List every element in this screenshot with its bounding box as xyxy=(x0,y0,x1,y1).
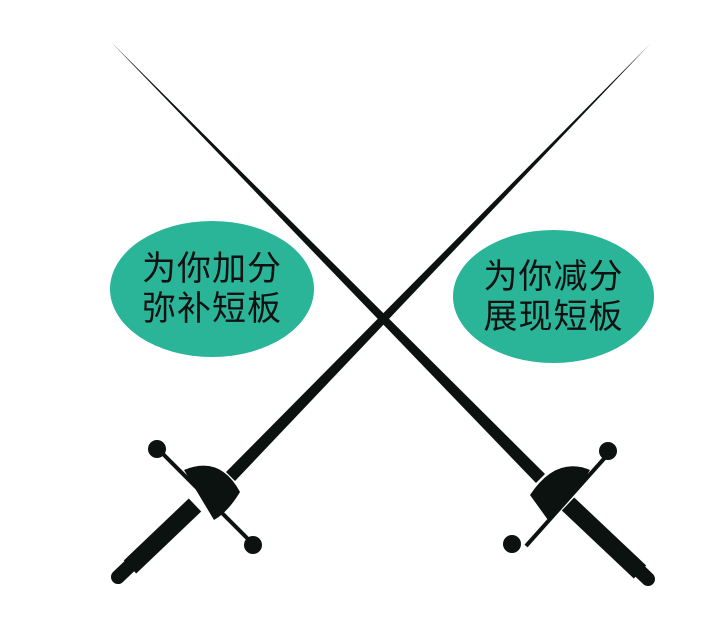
sword-right-to-left xyxy=(111,44,650,584)
penalty-bubble: 为你减分 展现短板 xyxy=(453,230,654,363)
penalty-line-2: 展现短板 xyxy=(483,296,624,337)
penalty-line-1: 为你减分 xyxy=(483,256,624,297)
bonus-line-2: 弥补短板 xyxy=(142,289,282,329)
bonus-bubble: 为你加分 弥补短板 xyxy=(110,221,314,357)
sword-left-to-right xyxy=(111,42,655,586)
bonus-line-1: 为你加分 xyxy=(142,249,282,289)
